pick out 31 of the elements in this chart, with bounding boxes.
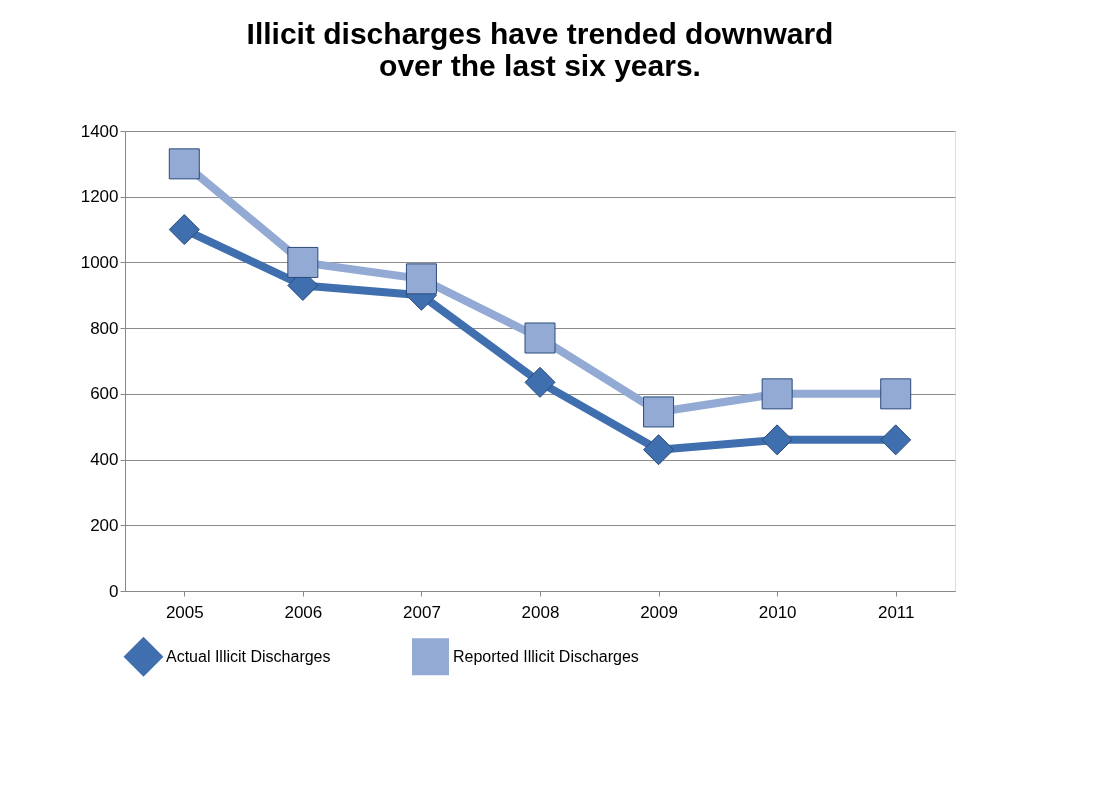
legend-label: Reported Illicit Discharges	[453, 647, 639, 665]
point	[643, 434, 675, 466]
point	[524, 322, 556, 354]
point	[880, 378, 912, 410]
point	[643, 396, 675, 428]
point	[405, 263, 437, 295]
y-tick-label: 600	[90, 384, 119, 404]
legend-label: Actual Illicit Discharges	[166, 647, 331, 665]
y-tick-label: 400	[90, 450, 119, 470]
point	[524, 366, 556, 398]
x-tick-label: 2005	[165, 602, 204, 622]
y-tick-label: 800	[90, 318, 119, 338]
point	[168, 148, 200, 180]
x-tick-label: 2010	[758, 602, 797, 622]
text: over the last six years.	[379, 49, 701, 82]
x-tick-label: 2006	[284, 602, 323, 622]
y-tick-label: 1400	[80, 121, 119, 141]
y-tick-label: 200	[90, 515, 119, 535]
x-tick-label: 2009	[640, 602, 678, 622]
point	[761, 424, 793, 456]
x-tick-label: 2008	[521, 602, 560, 622]
point	[880, 424, 912, 456]
point	[168, 214, 200, 246]
x-tick-label: 2007	[403, 602, 441, 622]
point	[287, 246, 319, 278]
y-tick-label: 1200	[80, 187, 119, 207]
point	[761, 378, 793, 410]
y-tick-label: 0	[109, 581, 119, 601]
text: Illicit discharges have trended downward	[246, 17, 834, 50]
x-tick-label: 2011	[877, 602, 915, 622]
y-tick-label: 1000	[80, 252, 119, 272]
